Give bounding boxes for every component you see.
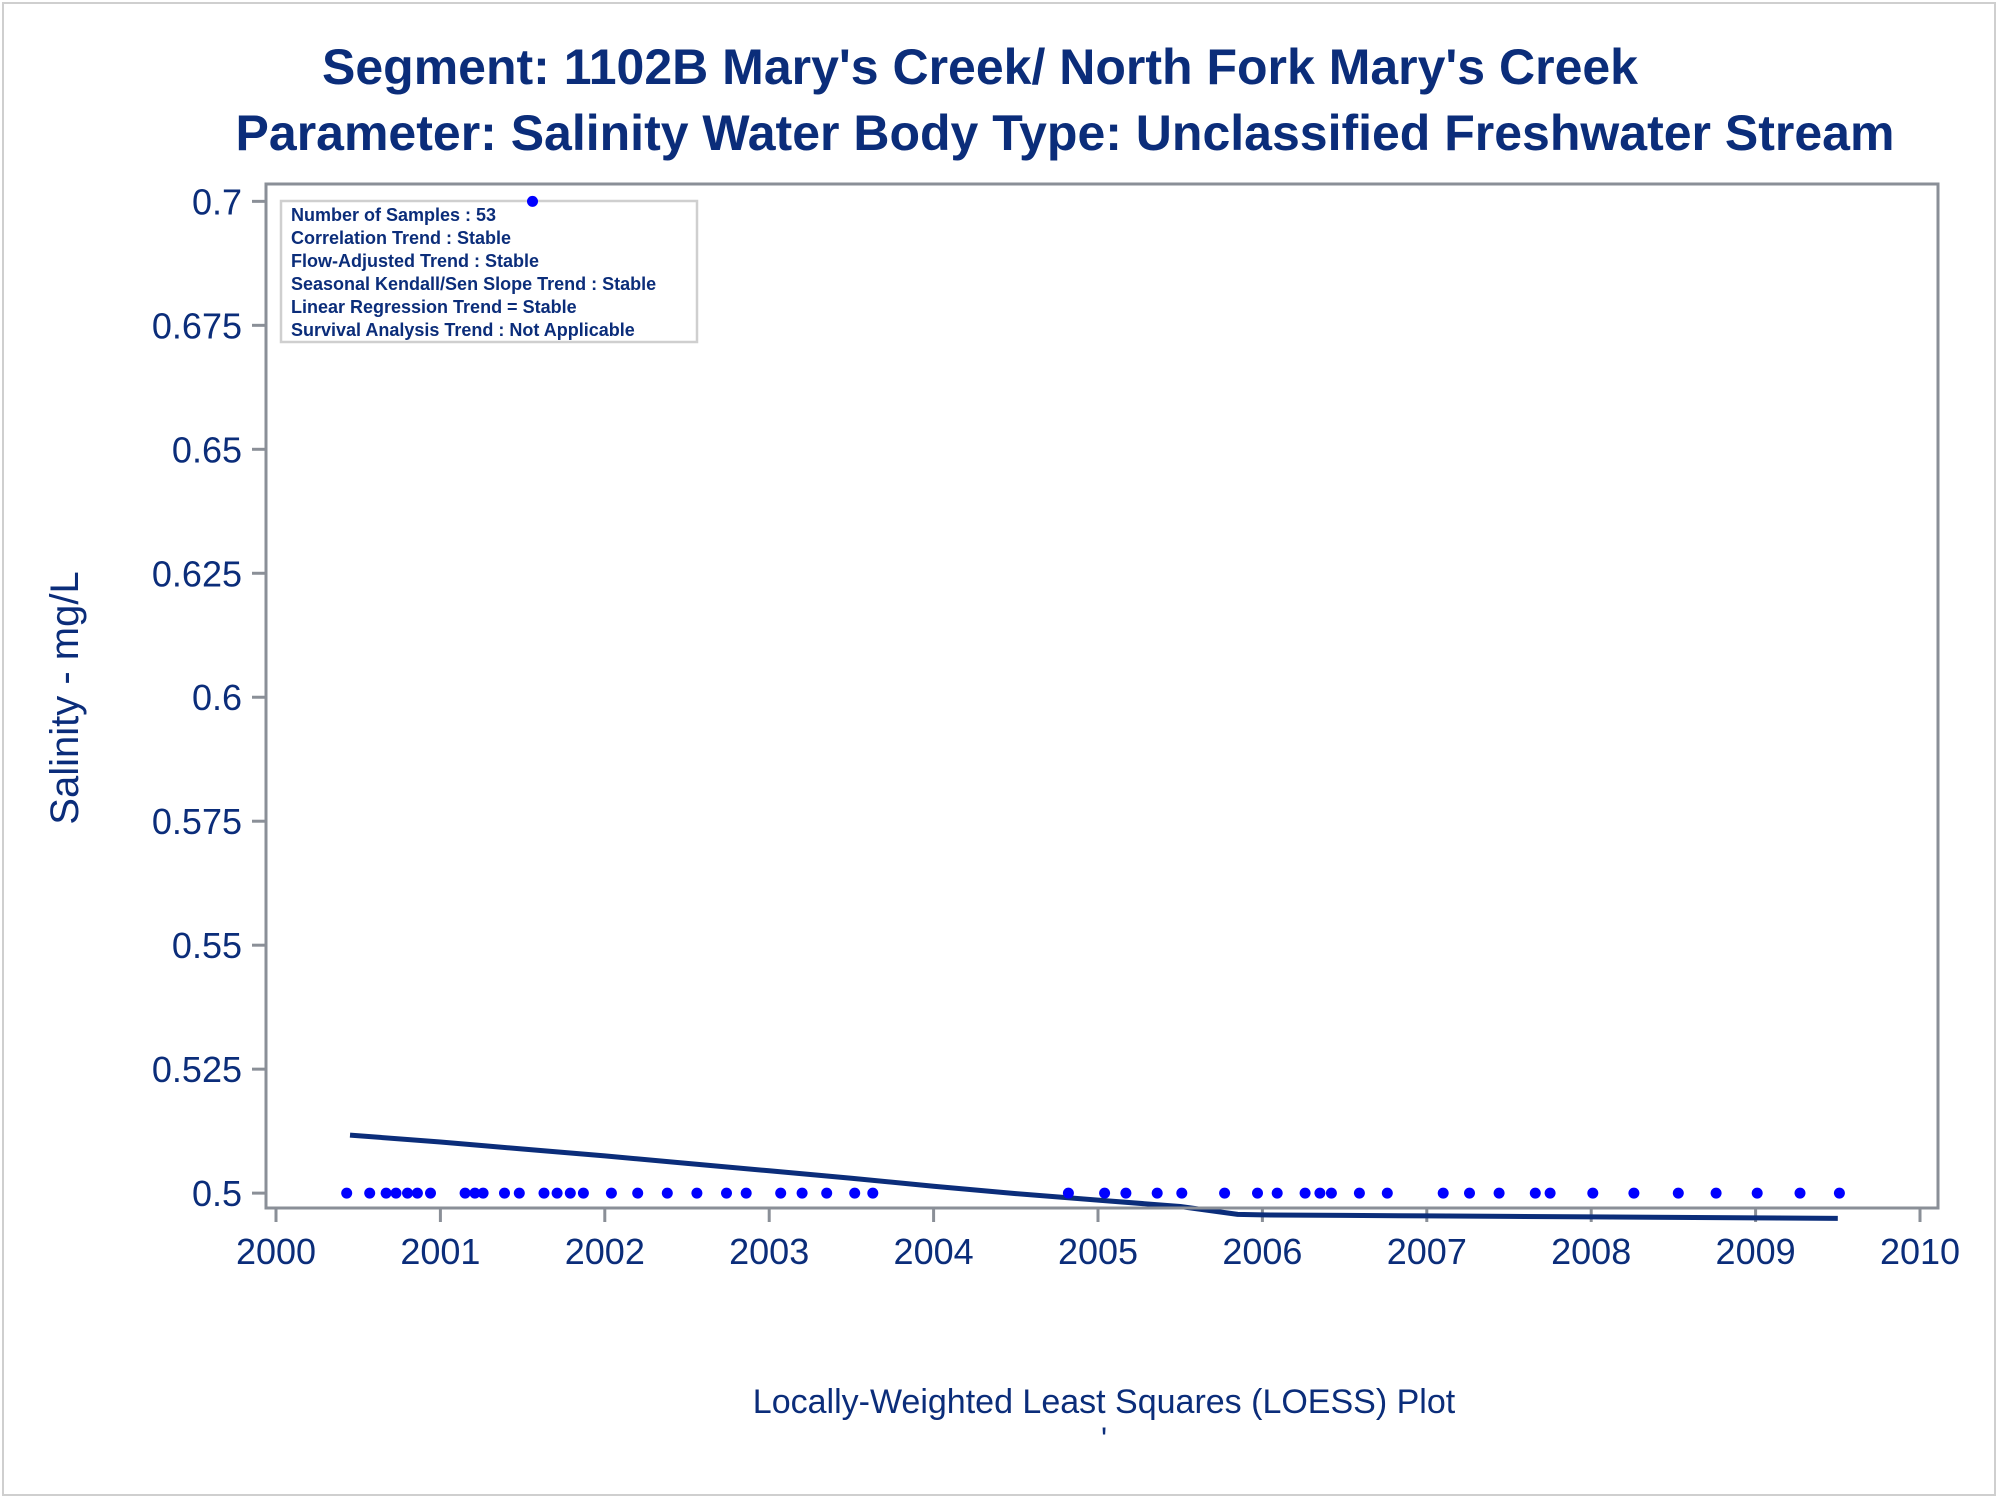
data-point xyxy=(1252,1187,1263,1199)
x-tick-label: 2003 xyxy=(729,1231,809,1272)
y-axis: 0.5 0.525 0.55 0.575 0.6 0.625 0.65 0.675 0.7 xyxy=(152,181,266,1214)
data-point xyxy=(1381,1187,1393,1199)
y-tick-label: 0.675 xyxy=(152,305,242,346)
x-tick-label: 2001 xyxy=(400,1231,480,1272)
data-point xyxy=(1628,1187,1640,1199)
data-point xyxy=(469,1187,481,1199)
data-point xyxy=(364,1187,376,1199)
data-point xyxy=(527,195,538,207)
data-point xyxy=(1544,1187,1556,1199)
y-tick-label: 0.6 xyxy=(192,677,242,718)
x-tick-label: 2005 xyxy=(1058,1231,1138,1272)
data-point xyxy=(691,1187,703,1199)
chart-title: Segment: 1102B Mary's Creek/ North Fork … xyxy=(322,39,1638,95)
data-point xyxy=(402,1187,413,1199)
data-point xyxy=(1099,1187,1111,1199)
y-tick-label: 0.65 xyxy=(172,429,242,470)
data-point xyxy=(1794,1187,1806,1199)
x-tick-label: 2002 xyxy=(565,1231,645,1272)
data-point xyxy=(740,1187,752,1199)
data-point xyxy=(380,1187,392,1199)
data-point xyxy=(1672,1187,1684,1199)
data-point xyxy=(1529,1187,1541,1199)
data-point xyxy=(867,1187,879,1199)
data-point xyxy=(1751,1187,1763,1199)
data-point xyxy=(1353,1187,1365,1199)
data-point xyxy=(459,1187,471,1199)
stats-box-border xyxy=(279,199,699,344)
stats-line: Correlation Trend : Stable xyxy=(291,228,511,248)
x-tick-label: 2010 xyxy=(1880,1231,1960,1272)
y-tick-label: 0.525 xyxy=(152,1049,242,1090)
data-point xyxy=(538,1187,550,1199)
x-tick-label: 2000 xyxy=(236,1231,316,1272)
data-point xyxy=(1464,1187,1475,1199)
data-point xyxy=(1176,1187,1188,1199)
stats-line: Survival Analysis Trend : Not Applicable xyxy=(291,320,635,340)
data-point xyxy=(632,1187,644,1199)
stats-line: Seasonal Kendall/Sen Slope Trend : Stabl… xyxy=(291,274,656,294)
data-point xyxy=(341,1187,353,1199)
data-point xyxy=(411,1187,423,1199)
data-point xyxy=(499,1187,510,1199)
y-tick-label: 0.575 xyxy=(152,801,242,842)
data-point xyxy=(1062,1187,1074,1199)
plot-border xyxy=(264,182,1940,1210)
data-point xyxy=(564,1187,576,1199)
data-point xyxy=(661,1187,673,1199)
loess-series xyxy=(349,1132,1838,1221)
points-series xyxy=(341,195,1845,1199)
data-point xyxy=(1271,1187,1283,1199)
stats-line: Flow-Adjusted Trend : Stable xyxy=(291,251,539,271)
data-point xyxy=(577,1187,589,1199)
y-tick-label: 0.5 xyxy=(192,1173,242,1214)
data-point xyxy=(1120,1187,1132,1199)
data-point xyxy=(775,1187,787,1199)
x-tick-label: 2009 xyxy=(1716,1231,1796,1272)
x-axis: 2000 2001 2002 2003 2004 2005 2006 2007 2008 2009… xyxy=(236,1208,1960,1272)
data-point xyxy=(1299,1187,1311,1199)
stats-line: Number of Samples : 53 xyxy=(291,205,496,225)
data-point xyxy=(1710,1187,1722,1199)
y-tick-label: 0.625 xyxy=(152,553,242,594)
x-tick-label: 2004 xyxy=(894,1231,974,1272)
data-point xyxy=(721,1187,732,1199)
loess-line xyxy=(349,1132,1838,1221)
data-point xyxy=(1493,1187,1505,1199)
data-point xyxy=(390,1187,402,1199)
data-point xyxy=(425,1187,436,1199)
data-point xyxy=(1587,1187,1599,1199)
stats-line: Linear Regression Trend = Stable xyxy=(291,297,577,317)
data-point xyxy=(821,1187,833,1199)
x-tick-label: 2007 xyxy=(1387,1231,1467,1272)
data-point xyxy=(551,1187,563,1199)
data-point xyxy=(1437,1187,1449,1199)
data-point xyxy=(605,1187,617,1199)
data-point xyxy=(849,1187,861,1199)
data-point xyxy=(513,1187,525,1199)
y-axis-title: Salinity - mg/L xyxy=(43,571,87,824)
x-axis-title: Locally-Weighted Least Squares (LOESS) P… xyxy=(753,1383,1456,1421)
data-point xyxy=(1151,1187,1163,1199)
data-point xyxy=(477,1187,489,1199)
data-point xyxy=(796,1187,808,1199)
y-tick-label: 0.7 xyxy=(192,181,242,222)
x-tick-label: 2006 xyxy=(1222,1231,1302,1272)
y-tick-label: 0.55 xyxy=(172,925,242,966)
stats-box: Number of Samples : 53 Correlation Trend … xyxy=(279,199,699,344)
x-tick-label: 2008 xyxy=(1551,1231,1631,1272)
data-point xyxy=(1325,1187,1337,1199)
data-point xyxy=(1314,1187,1326,1199)
data-point xyxy=(1219,1187,1231,1199)
data-point xyxy=(1833,1187,1845,1199)
footnote-mark: ' xyxy=(1101,1421,1107,1457)
chart-subtitle: Parameter: Salinity Water Body Type: Unc… xyxy=(235,105,1895,161)
